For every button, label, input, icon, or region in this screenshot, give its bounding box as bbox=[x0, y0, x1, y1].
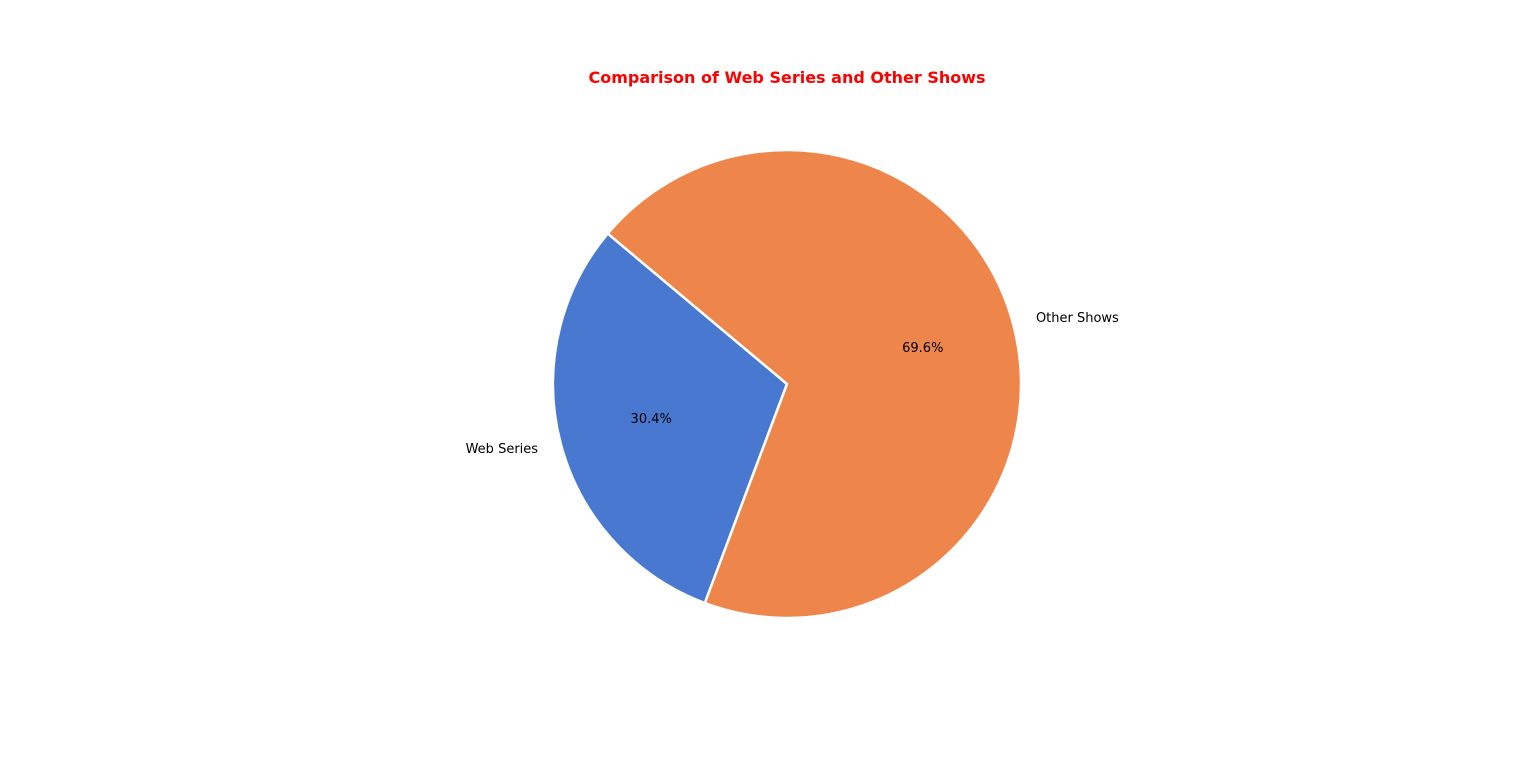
pie-labels: Web Series 30.4% Other Shows 69.6% bbox=[466, 311, 1119, 457]
slice-percent-web-series: 30.4% bbox=[631, 412, 672, 427]
slice-percent-other-shows: 69.6% bbox=[902, 341, 943, 356]
slice-label-other-shows: Other Shows bbox=[1036, 311, 1119, 326]
slice-label-web-series: Web Series bbox=[466, 442, 539, 457]
pie-slice-web-series bbox=[551, 232, 789, 605]
chart-title: Comparison of Web Series and Other Shows bbox=[588, 68, 985, 87]
pie-slices bbox=[551, 148, 1023, 620]
pie-slice-other-shows bbox=[606, 148, 1023, 620]
